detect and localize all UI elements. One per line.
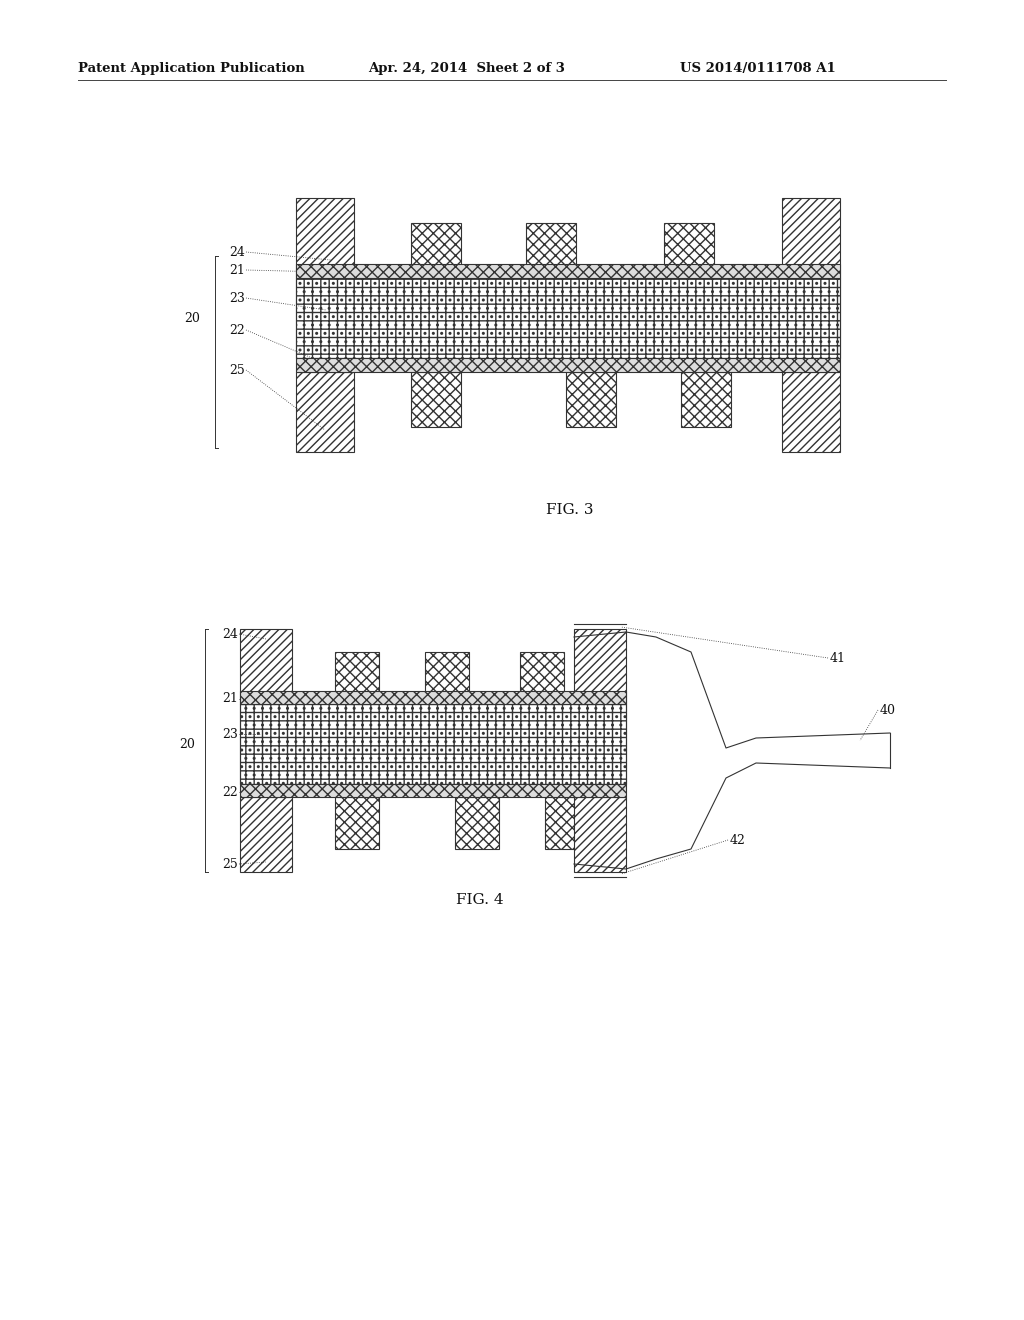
Bar <box>520 652 564 704</box>
Bar <box>240 704 626 784</box>
Bar <box>545 797 589 849</box>
Bar <box>240 630 292 704</box>
Bar <box>566 372 616 426</box>
Bar <box>411 223 461 279</box>
Text: Patent Application Publication: Patent Application Publication <box>78 62 305 75</box>
Text: 41: 41 <box>830 652 846 664</box>
Bar <box>240 797 292 873</box>
Text: 23: 23 <box>222 727 238 741</box>
Bar <box>296 198 354 279</box>
Text: 23: 23 <box>229 292 245 305</box>
Bar <box>296 372 354 451</box>
Text: 20: 20 <box>184 312 200 325</box>
Bar <box>455 797 499 849</box>
Bar <box>296 279 840 358</box>
Bar <box>335 652 379 704</box>
Text: 20: 20 <box>179 738 195 751</box>
Bar <box>335 797 379 849</box>
Bar <box>240 690 626 704</box>
Text: US 2014/0111708 A1: US 2014/0111708 A1 <box>680 62 836 75</box>
Bar <box>574 797 626 873</box>
Text: FIG. 3: FIG. 3 <box>546 503 594 517</box>
Text: 25: 25 <box>229 363 245 376</box>
Text: 42: 42 <box>730 833 745 846</box>
Bar <box>425 652 469 704</box>
Text: 22: 22 <box>222 785 238 799</box>
Bar <box>240 704 626 784</box>
Text: 21: 21 <box>229 264 245 276</box>
Bar <box>664 223 714 279</box>
Text: Apr. 24, 2014  Sheet 2 of 3: Apr. 24, 2014 Sheet 2 of 3 <box>368 62 565 75</box>
Text: FIG. 4: FIG. 4 <box>456 894 504 907</box>
Bar <box>296 264 840 279</box>
Bar <box>526 223 575 279</box>
Bar <box>296 358 840 372</box>
Bar <box>782 372 840 451</box>
Text: 24: 24 <box>222 627 238 640</box>
Bar <box>574 630 626 704</box>
Bar <box>681 372 731 426</box>
Bar <box>411 372 461 426</box>
Bar <box>782 198 840 279</box>
Bar <box>296 279 840 358</box>
Text: 25: 25 <box>222 858 238 870</box>
Text: 40: 40 <box>880 704 896 717</box>
Bar <box>240 784 626 797</box>
Text: 22: 22 <box>229 323 245 337</box>
Text: 21: 21 <box>222 693 238 705</box>
Text: 24: 24 <box>229 246 245 259</box>
